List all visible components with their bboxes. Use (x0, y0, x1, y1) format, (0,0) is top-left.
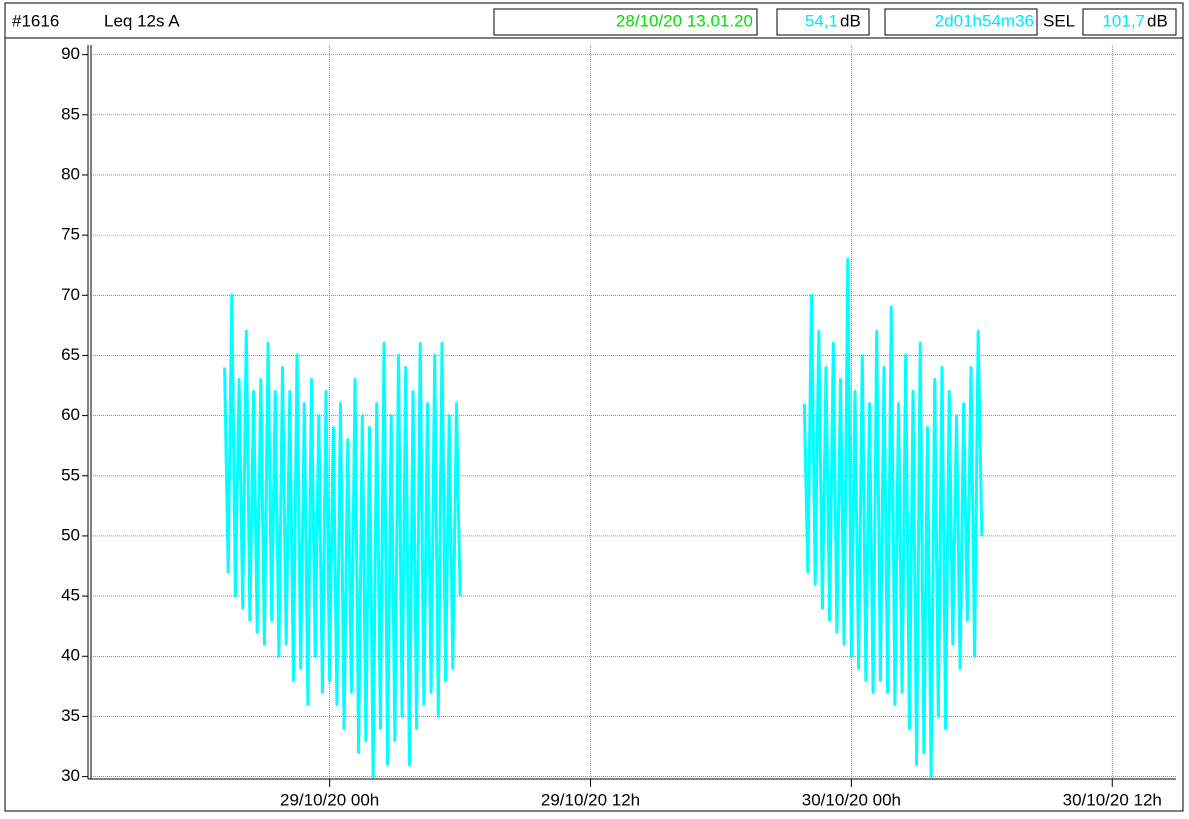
x-tick-label: 30/10/20 00h (802, 790, 901, 809)
sel-box (1082, 8, 1177, 36)
start-box (493, 8, 758, 36)
frame (4, 2, 1184, 812)
y-tick-label: 85 (61, 104, 80, 123)
leq-value: 54,1 (805, 11, 838, 30)
leq-unit: dB (840, 11, 861, 30)
duration: 2d01h54m36 (935, 11, 1034, 30)
instrument-id: #1616 (12, 11, 59, 30)
sel-label: SEL (1043, 11, 1075, 30)
duration-box (884, 8, 1038, 36)
y-tick-label: 40 (61, 646, 80, 665)
start-time: 28/10/20 13.01.20 (616, 11, 753, 30)
sel-value: 101,7 (1102, 11, 1145, 30)
y-tick-label: 90 (61, 44, 80, 63)
x-tick-label: 30/10/20 12h (1063, 790, 1162, 809)
y-tick-label: 50 (61, 525, 80, 544)
y-tick-label: 55 (61, 465, 80, 484)
measure-mode: Leq 12s A (104, 11, 180, 30)
y-tick-label: 80 (61, 164, 80, 183)
leq-box (776, 8, 870, 36)
x-tick-label: 29/10/20 00h (280, 790, 379, 809)
y-tick-label: 75 (61, 225, 80, 244)
x-tick-label: 29/10/20 12h (541, 790, 640, 809)
y-tick-label: 35 (61, 706, 80, 725)
y-tick-label: 60 (61, 405, 80, 424)
level-trace (223, 257, 984, 779)
y-tick-label: 65 (61, 345, 80, 364)
y-tick-label: 70 (61, 285, 80, 304)
y-tick-label: 45 (61, 586, 80, 605)
y-tick-label: 30 (61, 766, 80, 785)
sel-unit: dB (1147, 11, 1168, 30)
